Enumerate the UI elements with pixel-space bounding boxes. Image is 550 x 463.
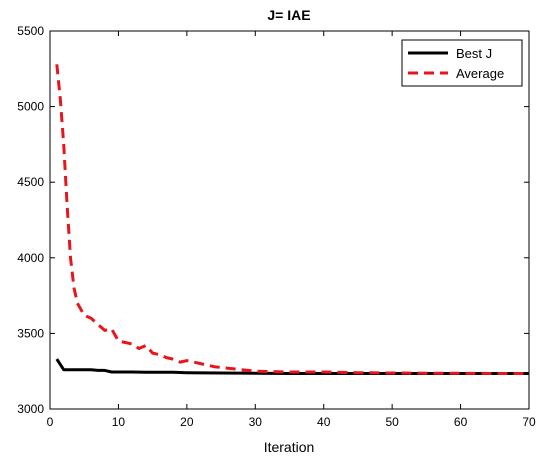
x-tick-label: 30 — [249, 415, 263, 429]
x-tick-label: 50 — [385, 415, 399, 429]
legend: Best J Average — [401, 39, 523, 87]
y-tick-label: 3500 — [17, 326, 44, 340]
x-tick-label: 20 — [180, 415, 194, 429]
x-tick-label: 60 — [454, 415, 468, 429]
legend-entry: Average — [456, 66, 504, 81]
series-line-average — [55, 64, 529, 375]
series-layer — [55, 64, 529, 375]
plot-area: 0 10 20 30 40 50 60 70 3000 3500 4000 4500 5000 5500 — [17, 24, 536, 429]
x-tick-label: 40 — [317, 415, 331, 429]
y-tick-label: 5000 — [17, 100, 44, 114]
x-axis: 0 10 20 30 40 50 60 70 — [47, 31, 536, 429]
x-axis-label: Iteration — [264, 439, 315, 455]
plot-frame — [49, 30, 530, 410]
y-tick-label: 4500 — [17, 175, 44, 189]
chart-title: J= IAE — [267, 7, 310, 23]
y-axis: 3000 3500 4000 4500 5000 5500 — [17, 24, 529, 416]
legend-entry: Best J — [456, 46, 492, 61]
plot-background — [50, 31, 529, 409]
y-tick-label: 4000 — [17, 251, 44, 265]
legend-box — [401, 39, 523, 87]
x-tick-label: 0 — [47, 415, 54, 429]
y-tick-label: 3000 — [17, 402, 44, 416]
x-tick-label: 70 — [522, 415, 536, 429]
x-tick-label: 10 — [112, 415, 126, 429]
y-tick-label: 5500 — [17, 24, 44, 38]
